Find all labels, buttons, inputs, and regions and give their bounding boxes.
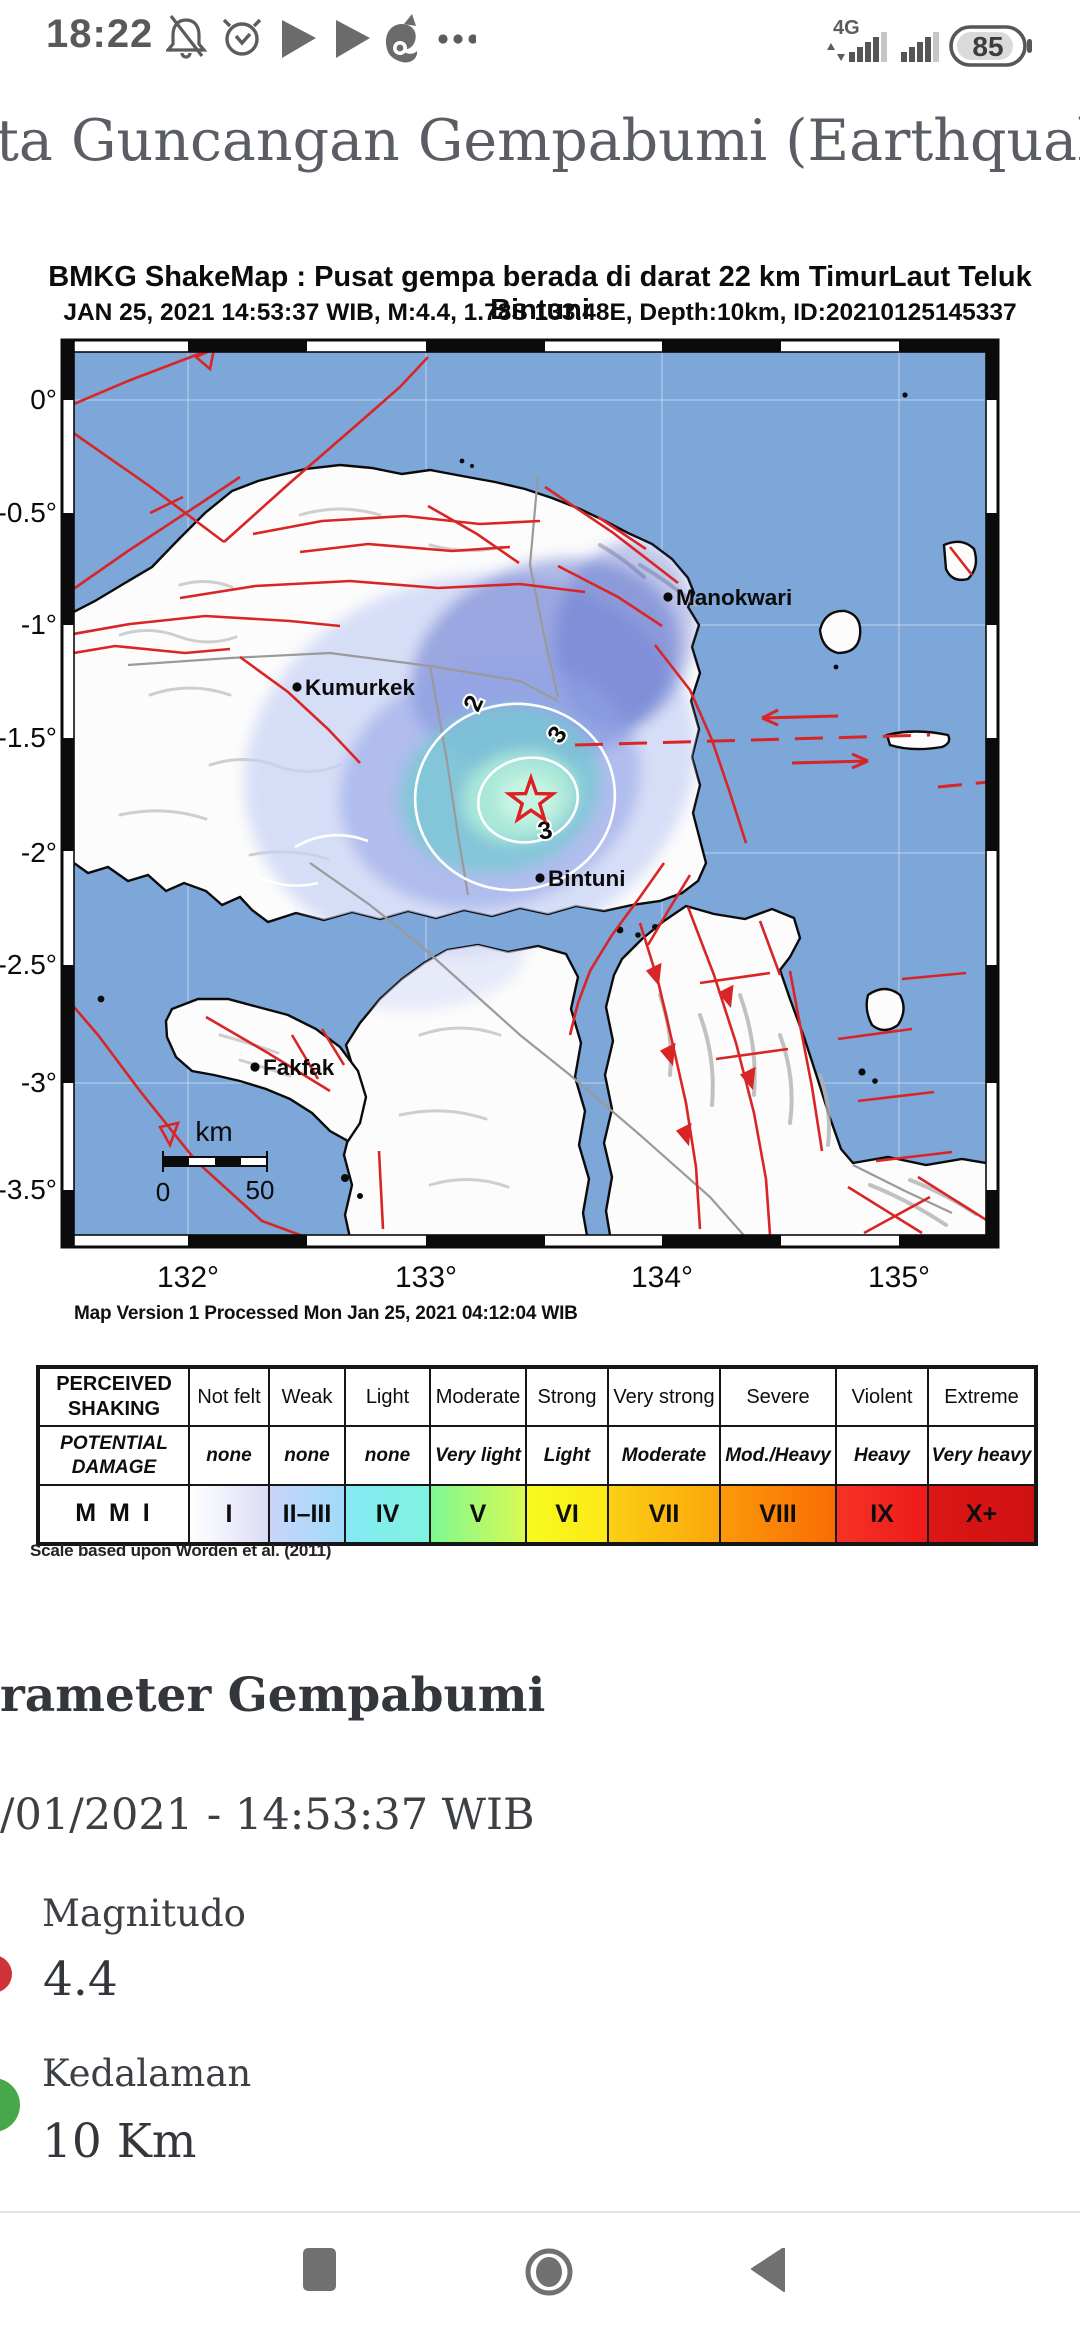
section-heading: rameter Gempabumi: [0, 1668, 546, 1723]
island-east: [865, 987, 905, 1032]
table-row-mmi: M M I I II–III IV V VI VII VIII IX X+: [37, 1484, 1037, 1545]
table-caption: Scale based upon Worden et al. (2011): [30, 1541, 332, 1560]
shakemap-image: 2 3 3 Manokwari Kumurkek Bintuni Fakfak …: [0, 338, 1000, 1294]
depth-label: Kedalaman: [42, 2052, 252, 2095]
nav-back-button[interactable]: [750, 2248, 786, 2292]
svg-text:132°: 132°: [157, 1261, 219, 1294]
clock: 18:22: [46, 12, 154, 56]
place-bintuni: Bintuni: [548, 866, 625, 891]
nav-home-button[interactable]: [524, 2248, 574, 2298]
nav-divider: [0, 2211, 1080, 2213]
map-version-note: Map Version 1 Processed Mon Jan 25, 2021…: [74, 1303, 578, 1324]
nav-recents-button[interactable]: [303, 2248, 337, 2292]
magnitude-bullet-icon: [0, 1955, 12, 1993]
svg-text:-2°: -2°: [21, 837, 57, 868]
table-row-perceived: PERCEIVED SHAKING Not felt Weak Light Mo…: [37, 1366, 1037, 1427]
shakemap-subtitle: JAN 25, 2021 14:53:37 WIB, M:4.4, 1.78S …: [63, 299, 1017, 326]
epicenter-star-icon: [504, 772, 558, 824]
scale-end: 50: [246, 1175, 275, 1205]
svg-text:135°: 135°: [868, 1261, 930, 1294]
bell-muted-icon: [166, 15, 208, 59]
map-scale-bar: km 0 50: [156, 1116, 275, 1207]
row-header-mmi: M M I: [37, 1484, 190, 1545]
row-header-damage: POTENTIAL DAMAGE: [37, 1425, 190, 1486]
status-icons: [166, 14, 476, 63]
map-frame: [60, 338, 1000, 1249]
magnitude-label: Magnitudo: [42, 1892, 246, 1935]
svg-text:-2.5°: -2.5°: [0, 949, 57, 980]
fault-lines: [74, 352, 986, 1235]
intensity-scale-table: PERCEIVED SHAKING Not felt Weak Light Mo…: [36, 1365, 1038, 1546]
table-row-damage: POTENTIAL DAMAGE none none none Very lig…: [37, 1425, 1037, 1486]
svg-text:-3.5°: -3.5°: [0, 1174, 57, 1205]
row-header-perceived: PERCEIVED SHAKING: [37, 1366, 190, 1427]
scale-start: 0: [156, 1177, 170, 1207]
page-title: ta Guncangan Gempabumi (Earthquake Shake…: [0, 108, 1080, 174]
depth-bullet-icon: [0, 2078, 20, 2132]
scale-unit: km: [195, 1116, 232, 1147]
play-icon-2: [336, 20, 370, 58]
admin-boundaries: [127, 474, 953, 1235]
island-near-manokwari: [818, 609, 862, 655]
svg-text:0°: 0°: [30, 384, 57, 415]
svg-text:-3°: -3°: [21, 1067, 57, 1098]
depth-value: 10 Km: [42, 2114, 197, 2169]
play-icon: [282, 20, 316, 58]
place-manokwari: Manokwari: [676, 585, 792, 610]
place-kumurkek: Kumurkek: [305, 675, 416, 700]
svg-text:134°: 134°: [631, 1261, 693, 1294]
islets: [97, 392, 908, 1199]
svg-text:-1.5°: -1.5°: [0, 722, 57, 753]
battery-percent: 85: [972, 31, 1003, 62]
more-dots-icon: [438, 34, 476, 44]
svg-text:133°: 133°: [395, 1261, 457, 1294]
island-long: [885, 730, 951, 751]
place-fakfak: Fakfak: [263, 1055, 335, 1080]
place-labels: Manokwari Kumurkek Bintuni Fakfak: [250, 585, 792, 1080]
event-datetime: /01/2021 - 14:53:37 WIB: [0, 1790, 535, 1840]
y-axis-labels: 0° -0.5° -1° -1.5° -2° -2.5° -3° -3.5°: [0, 384, 57, 1205]
x-axis-labels: 132° 133° 134° 135°: [157, 1261, 930, 1294]
status-right-icons: 4G 85: [827, 17, 1032, 67]
network-type-label: 4G: [833, 17, 860, 39]
signal-bars-sim2: [901, 32, 939, 62]
intensity-contours: [254, 702, 617, 892]
signal-bars-sim1: [849, 32, 887, 62]
uc-browser-icon: [385, 14, 418, 63]
magnitude-value: 4.4: [43, 1952, 118, 2007]
intensity-overlay: [244, 540, 696, 1011]
shakemap-title: BMKG ShakeMap : Pusat gempa berada di da…: [48, 261, 1032, 326]
alarm-clock-icon: [222, 18, 262, 56]
status-bar: 18:22 4G: [0, 0, 1080, 70]
svg-text:-0.5°: -0.5°: [0, 497, 57, 528]
data-arrows-icon: [827, 43, 845, 61]
battery-icon: 85: [949, 25, 1032, 67]
svg-text:-1°: -1°: [21, 609, 57, 640]
